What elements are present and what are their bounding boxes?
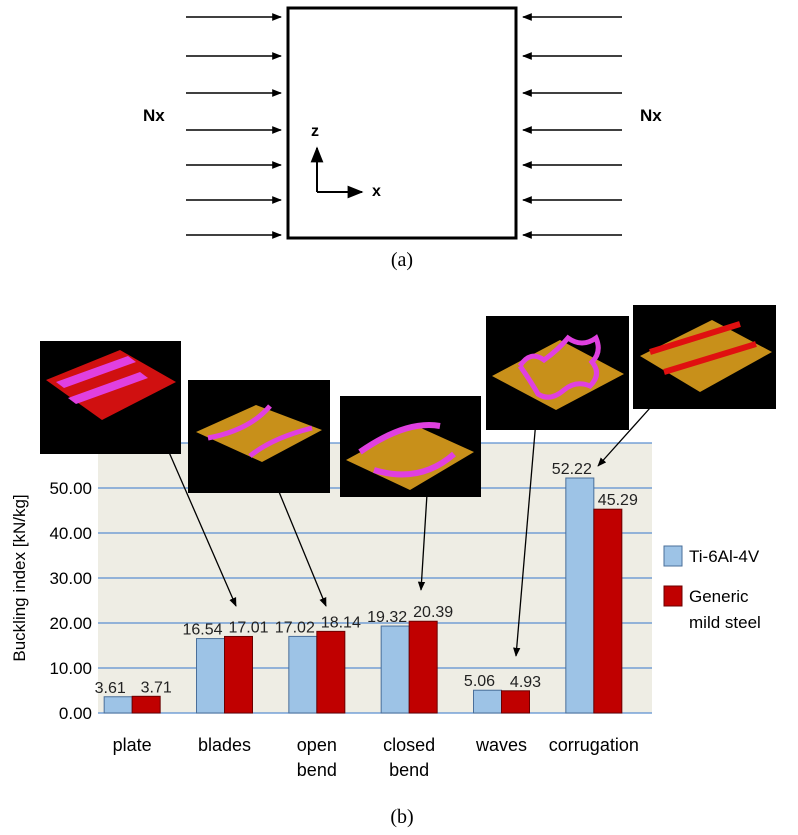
bar-value-label: 3.71: [141, 679, 172, 696]
legend: Ti-6Al-4V Generic mild steel: [663, 545, 761, 632]
bar-ti: [103, 696, 133, 714]
bar-ti: [565, 477, 595, 714]
bar-value-label: 4.93: [510, 674, 541, 691]
inset-plate: [40, 341, 181, 454]
bar-ti: [288, 635, 318, 714]
bar-value-label: 20.39: [413, 604, 453, 621]
legend-swatch-ti: [663, 545, 683, 567]
legend-label-ti: Ti-6Al-4V: [689, 547, 760, 566]
right-force-arrows: [522, 13, 622, 239]
bar-steel: [316, 630, 346, 714]
bar-value-label: 19.32: [367, 609, 407, 626]
force-label-left: Nx: [143, 106, 165, 125]
x-tick-label: closed: [383, 735, 435, 755]
x-tick-label: bend: [297, 760, 337, 780]
bar-value-label: 52.22: [552, 461, 592, 478]
y-tick-label: 0.00: [59, 704, 92, 723]
bar-value-labels: 3.61 3.71 16.54 17.01 17.02 18.14 19.32 20.39 5.…: [95, 461, 638, 697]
x-tick-label: waves: [475, 735, 527, 755]
y-tick-label: 50.00: [49, 479, 92, 498]
caption-a: (a): [391, 249, 413, 271]
bar-steel: [408, 620, 438, 714]
x-tick-label: corrugation: [549, 735, 639, 755]
left-force-arrows: [186, 13, 282, 239]
x-tick-labels: plate blades open bend closed bend waves corrug…: [113, 735, 639, 780]
bar-value-label: 17.01: [228, 619, 268, 636]
z-axis-label: z: [311, 123, 319, 140]
legend-swatch-steel: [663, 585, 683, 607]
bar-value-label: 17.02: [275, 619, 315, 636]
bar-value-label: 3.61: [95, 680, 126, 697]
caption-b: (b): [390, 806, 413, 828]
inset-open-bend: [340, 396, 481, 497]
legend-label-steel-line2: mild steel: [689, 613, 761, 632]
plate-diagram: Nx Nx z x (a): [143, 6, 662, 271]
force-label-right: Nx: [640, 106, 662, 125]
bar-ti: [196, 638, 225, 714]
bar-steel: [224, 635, 253, 714]
x-tick-label: bend: [389, 760, 429, 780]
y-tick-label: 20.00: [49, 614, 92, 633]
plate-square: [286, 6, 518, 240]
axis-triad: z x: [310, 123, 381, 200]
inset-corrugation: [633, 305, 776, 409]
y-tick-label: 10.00: [49, 659, 92, 678]
bar-value-label: 45.29: [598, 492, 638, 509]
bars: [103, 477, 623, 714]
bar-steel: [131, 695, 161, 714]
x-tick-label: plate: [113, 735, 152, 755]
legend-label-steel-line1: Generic: [689, 587, 749, 606]
y-tick-label: 30.00: [49, 569, 92, 588]
y-tick-label: 40.00: [49, 524, 92, 543]
bar-steel: [593, 508, 623, 714]
x-tick-label: open: [297, 735, 337, 755]
x-axis-label: x: [372, 183, 381, 200]
x-tick-label: blades: [198, 735, 251, 755]
bar-value-label: 16.54: [182, 622, 222, 639]
bar-steel: [501, 690, 530, 714]
bar-value-label: 5.06: [464, 673, 495, 690]
y-axis-title: Buckling index [kN/kg]: [10, 494, 29, 661]
inset-waves: [486, 316, 629, 430]
bar-ti: [473, 689, 502, 714]
pointer-arrows: [154, 407, 651, 657]
bar-ti: [380, 625, 410, 714]
bar-value-label: 18.14: [321, 614, 361, 631]
inset-blades: [188, 380, 330, 493]
